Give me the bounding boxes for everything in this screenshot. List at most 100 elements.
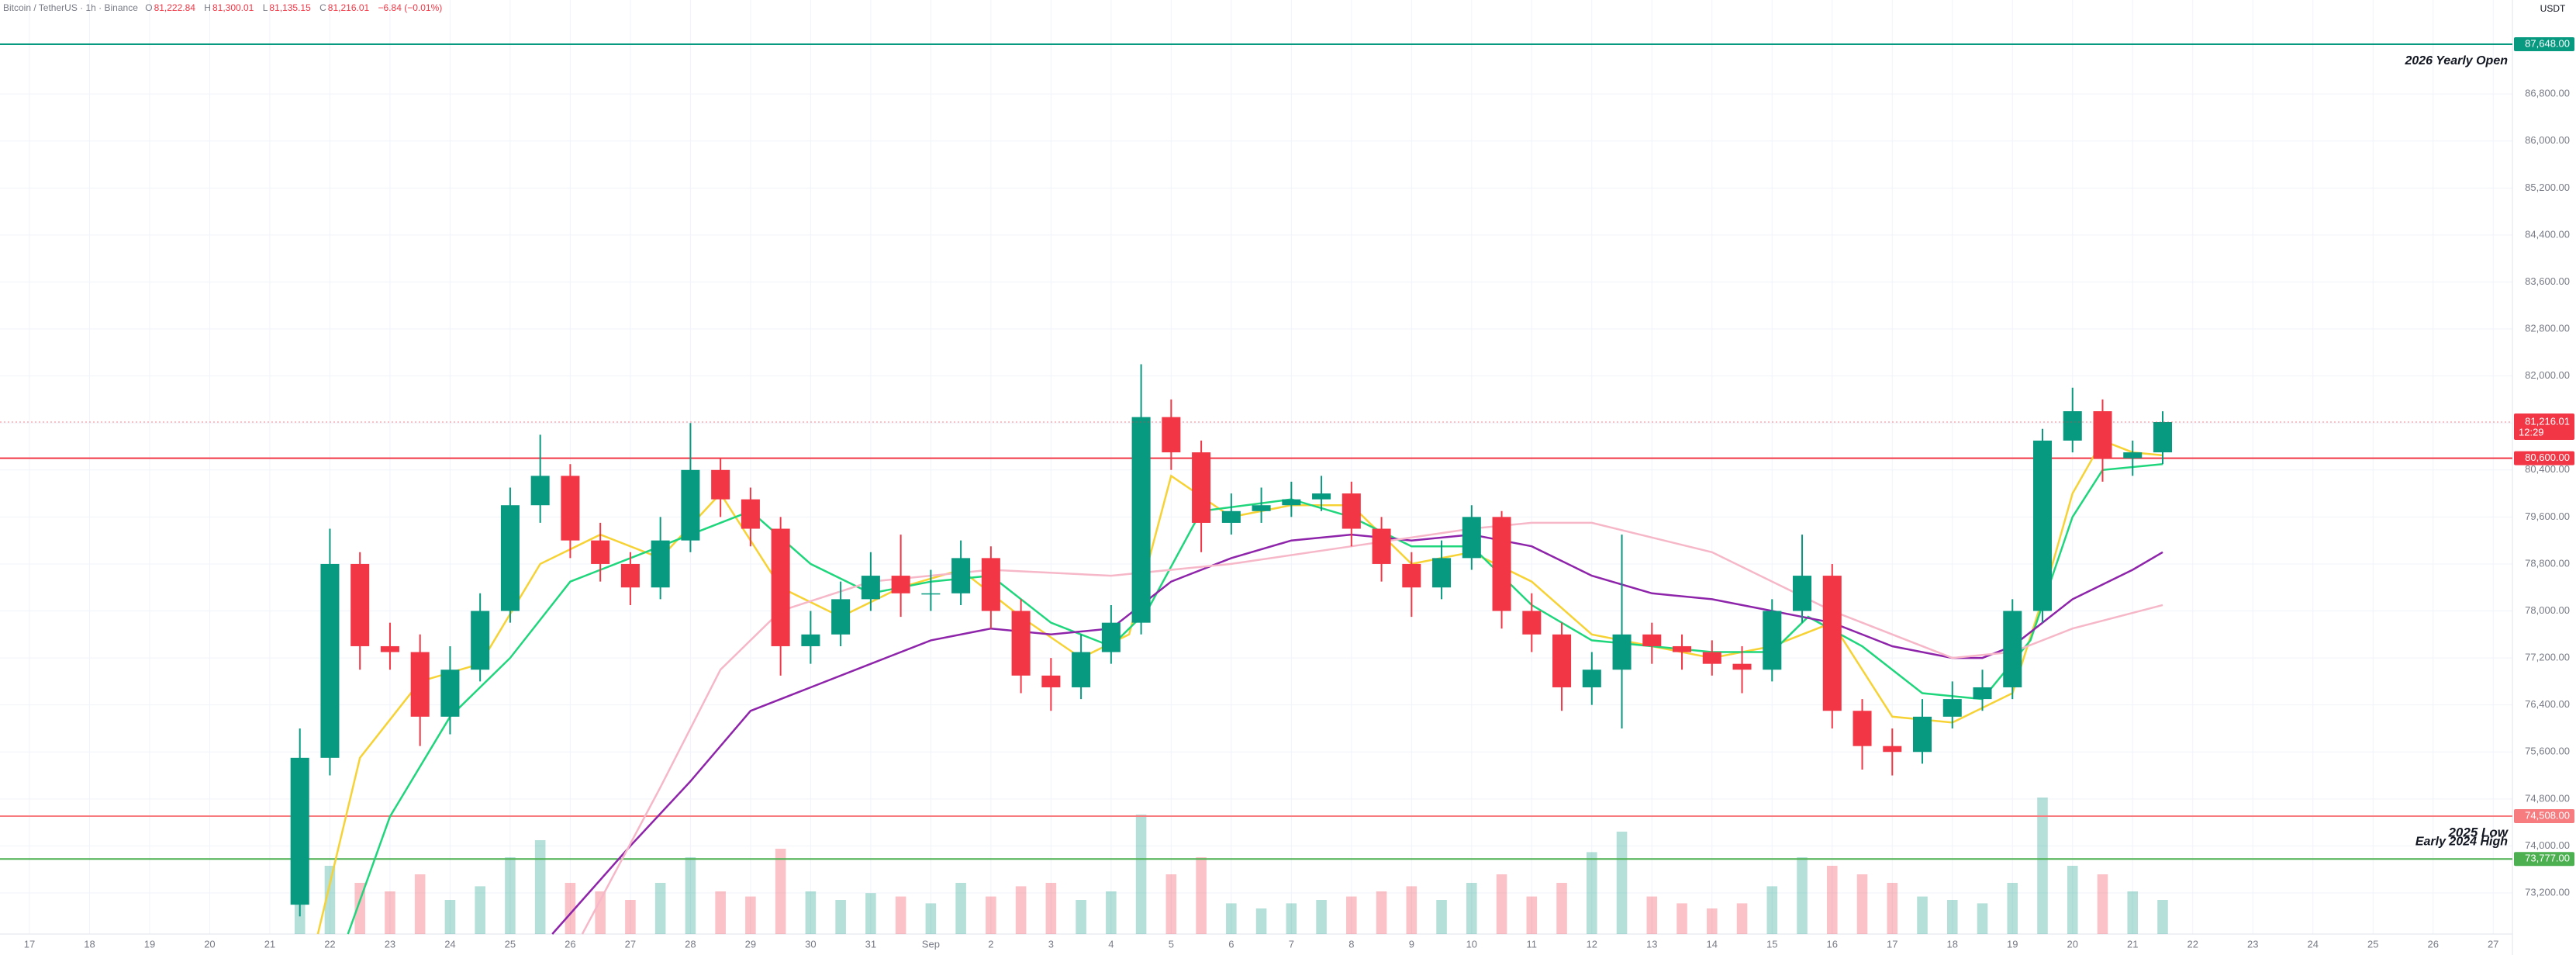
volume-bar xyxy=(1587,852,1597,934)
candle-body xyxy=(1793,576,1812,611)
volume-bar xyxy=(1376,891,1387,934)
moving-average xyxy=(551,533,2163,935)
x-tick-label: 29 xyxy=(745,938,756,950)
candle-body xyxy=(1702,652,1721,664)
y-tick-label: 86,800.00 xyxy=(2525,88,2570,99)
volume-bar xyxy=(1316,900,1327,934)
price-change: −6.84 (−0.01%) xyxy=(378,2,443,13)
level-price-tag xyxy=(2514,36,2574,51)
volume-bar xyxy=(1286,903,1297,934)
volume-bar xyxy=(1856,874,1868,934)
candle-body xyxy=(2093,411,2112,458)
volume-bar xyxy=(1466,883,1477,934)
volume-bar xyxy=(835,900,846,934)
candle-body xyxy=(891,576,910,593)
candle-body xyxy=(1282,499,1301,506)
ohlc-key: C xyxy=(319,2,326,13)
volume-bar xyxy=(1496,874,1507,934)
candle-body xyxy=(2032,440,2053,611)
x-tick-label: 30 xyxy=(805,938,816,950)
candle-body xyxy=(1853,711,1872,746)
candle-body xyxy=(1372,528,1391,564)
x-tick-label: 18 xyxy=(1947,938,1958,950)
volume-bar xyxy=(1556,883,1567,934)
x-tick-label: 9 xyxy=(1409,938,1414,950)
candle-body xyxy=(1462,517,1481,559)
countdown-label: 12:29 xyxy=(2519,426,2544,438)
volume-bar xyxy=(385,891,395,934)
x-tick-label: 7 xyxy=(1289,938,1294,950)
volume-bar xyxy=(1646,896,1658,934)
volume-bar xyxy=(2037,798,2048,934)
candle-body xyxy=(861,576,880,600)
volume-bar xyxy=(654,883,666,934)
volume-bar xyxy=(1736,903,1748,934)
candle-body xyxy=(981,558,1000,611)
last-price-label: 81,216.01 xyxy=(2525,415,2570,427)
x-tick-label: 27 xyxy=(2488,938,2498,950)
y-tick-label: 76,400.00 xyxy=(2525,698,2570,710)
volume-bar xyxy=(1826,866,1838,934)
x-tick-label: 22 xyxy=(324,938,335,950)
candle-body xyxy=(471,611,490,670)
ohlc-value: 81,216.01 xyxy=(327,2,370,13)
candle-body xyxy=(741,499,760,529)
volume-bar xyxy=(1135,815,1147,934)
x-tick-label: 17 xyxy=(24,938,35,950)
volume-bar xyxy=(2157,900,2168,934)
candle-body xyxy=(561,476,580,541)
candle-body xyxy=(681,469,700,541)
level-annotation: 2026 Yearly Open xyxy=(2404,54,2508,67)
candle-body xyxy=(2123,452,2143,458)
volume-bar xyxy=(865,893,876,934)
volume-bar xyxy=(1707,908,1718,934)
candle-body xyxy=(1612,634,1632,670)
x-tick-label: 20 xyxy=(204,938,215,950)
volume-bar xyxy=(1526,896,1538,934)
x-tick-label: 13 xyxy=(1646,938,1657,950)
ohlc-key: O xyxy=(145,2,153,13)
candle-body xyxy=(320,563,340,758)
candle-body xyxy=(380,645,399,652)
level-price-tag xyxy=(2514,852,2574,867)
level-price-tag xyxy=(2514,451,2574,465)
volume-bar xyxy=(685,857,696,934)
volume-bar xyxy=(1616,832,1628,934)
volume-bar xyxy=(1946,900,1958,934)
y-tick-label: 83,600.00 xyxy=(2525,275,2570,287)
ohlc-key: H xyxy=(204,2,211,13)
candle-body xyxy=(350,563,370,646)
candle-body xyxy=(1642,634,1662,646)
x-tick-label: 8 xyxy=(1348,938,1354,950)
volume-bar xyxy=(505,857,516,934)
volume-bar xyxy=(444,900,456,934)
volume-bar xyxy=(595,891,606,934)
volume-bar xyxy=(1977,903,1988,934)
volume-bar xyxy=(1196,857,1207,934)
ohlc-value: 81,222.84 xyxy=(154,2,195,13)
volume-bar xyxy=(2007,883,2018,934)
x-tick-label: 26 xyxy=(565,938,575,950)
x-tick-label: 21 xyxy=(2127,938,2138,950)
volume-bar xyxy=(1676,903,1687,934)
y-tick-label: 82,800.00 xyxy=(2525,322,2570,334)
candle-body xyxy=(1883,746,1902,753)
x-tick-label: 23 xyxy=(385,938,395,950)
y-tick-label: 84,400.00 xyxy=(2525,228,2570,240)
level-price-tag xyxy=(2514,808,2574,823)
candle-body xyxy=(1913,716,1932,753)
level-annotation: 2025 Low xyxy=(2447,825,2509,839)
candle-body xyxy=(620,563,640,588)
candle-body xyxy=(651,540,670,588)
x-tick-label: 24 xyxy=(2307,938,2318,950)
x-tick-label: 5 xyxy=(1169,938,1174,950)
volume-bar xyxy=(1797,857,1808,934)
volume-bar xyxy=(414,874,426,934)
volume-bar xyxy=(895,896,906,934)
candle-body xyxy=(290,757,309,905)
volume-bar xyxy=(2127,891,2139,934)
x-tick-label: 3 xyxy=(1048,938,1054,950)
